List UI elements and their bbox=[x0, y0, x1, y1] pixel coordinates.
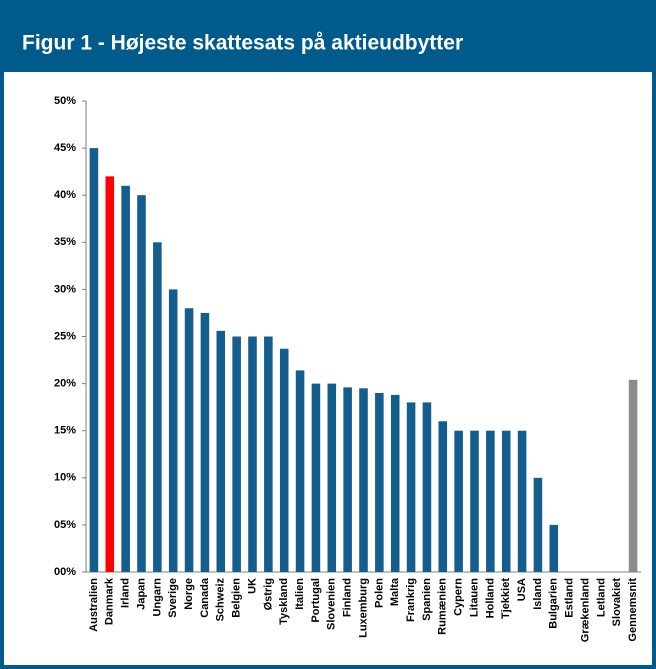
x-tick-label: Belgien bbox=[231, 578, 243, 618]
y-tick-label: 30% bbox=[54, 283, 76, 295]
x-tick-label: Luxemburg bbox=[357, 578, 369, 638]
x-tick-label: Island bbox=[532, 578, 544, 610]
x-tick-label: Slovakiet bbox=[611, 578, 623, 627]
bar bbox=[168, 289, 178, 572]
x-tick-label: Grækenland bbox=[579, 578, 591, 642]
bar bbox=[628, 379, 638, 572]
bar bbox=[105, 176, 115, 573]
x-tick-label: Italien bbox=[294, 578, 306, 610]
y-tick-label: 20% bbox=[54, 378, 76, 390]
bar bbox=[279, 348, 289, 572]
y-tick-label: 35% bbox=[54, 236, 76, 248]
x-tick-label: Cypern bbox=[453, 578, 465, 616]
x-tick-label: Rumænien bbox=[437, 578, 449, 635]
x-tick-label: Bulgarien bbox=[548, 578, 560, 629]
bar bbox=[406, 402, 416, 572]
x-tick-label: Japan bbox=[135, 578, 147, 610]
bar bbox=[137, 195, 146, 572]
bar bbox=[200, 312, 210, 572]
x-tick-label: Canada bbox=[199, 577, 211, 618]
x-tick-label: Litauen bbox=[468, 578, 480, 617]
x-tick-label: Schweiz bbox=[215, 578, 227, 622]
bar bbox=[470, 430, 479, 572]
x-tick-label: Tyskland bbox=[278, 578, 290, 625]
bar bbox=[501, 430, 511, 572]
x-tick-label: Holland bbox=[484, 578, 496, 618]
bar bbox=[248, 336, 257, 572]
plot-background bbox=[4, 72, 652, 665]
x-tick-label: USA bbox=[516, 578, 528, 601]
x-tick-label: UK bbox=[246, 578, 258, 594]
bar bbox=[375, 393, 384, 572]
x-tick-label: Tjekkiet bbox=[500, 578, 512, 619]
bar bbox=[390, 394, 400, 572]
bar bbox=[216, 330, 226, 572]
bar bbox=[232, 336, 241, 572]
x-tick-label: Australien bbox=[88, 578, 100, 632]
x-tick-label: Slovenien bbox=[326, 578, 338, 630]
bar bbox=[295, 370, 305, 572]
bar bbox=[327, 383, 337, 572]
x-tick-label: Letland bbox=[595, 578, 607, 617]
x-tick-label: Ungarn bbox=[151, 578, 163, 617]
bar bbox=[343, 387, 352, 572]
y-tick-label: 15% bbox=[54, 425, 76, 437]
x-tick-label: Spanien bbox=[421, 578, 433, 621]
y-tick-label: 05% bbox=[54, 519, 76, 531]
bar bbox=[533, 477, 543, 572]
bar bbox=[311, 383, 321, 572]
bar bbox=[359, 388, 368, 572]
bar bbox=[264, 336, 273, 572]
x-tick-label: Danmark bbox=[104, 577, 116, 625]
x-tick-label: Irland bbox=[120, 578, 132, 608]
bar bbox=[422, 402, 432, 572]
x-tick-label: Frankrig bbox=[405, 578, 417, 622]
bar bbox=[486, 430, 495, 572]
chart-title: Figur 1 - Højeste skattesats på aktieudb… bbox=[22, 32, 463, 55]
x-tick-label: Estland bbox=[564, 578, 576, 618]
bar bbox=[121, 185, 130, 572]
bar bbox=[89, 148, 99, 572]
y-tick-label: 45% bbox=[54, 142, 76, 154]
bar bbox=[438, 421, 448, 572]
y-tick-label: 50% bbox=[54, 95, 76, 107]
x-tick-label: Østrig bbox=[262, 578, 274, 610]
y-tick-label: 40% bbox=[54, 189, 76, 201]
bar bbox=[454, 430, 463, 572]
bar bbox=[517, 430, 527, 572]
y-tick-label: 10% bbox=[54, 472, 76, 484]
x-tick-label: Finland bbox=[342, 578, 354, 617]
y-tick-label: 25% bbox=[54, 330, 76, 342]
x-tick-label: Gennemsnit bbox=[627, 578, 639, 642]
x-tick-label: Polen bbox=[373, 578, 385, 608]
bar bbox=[549, 524, 559, 572]
bar bbox=[184, 308, 194, 572]
y-tick-label: 00% bbox=[54, 566, 76, 578]
x-tick-label: Malta bbox=[389, 577, 401, 606]
bar bbox=[153, 242, 162, 573]
x-tick-label: Portugal bbox=[310, 578, 322, 623]
x-tick-label: Sverige bbox=[167, 578, 179, 618]
x-tick-label: Norge bbox=[183, 578, 195, 610]
